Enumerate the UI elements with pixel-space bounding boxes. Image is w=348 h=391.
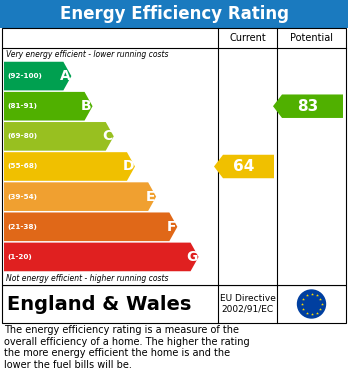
Text: B: B	[81, 99, 92, 113]
Polygon shape	[4, 212, 177, 241]
Text: (1-20): (1-20)	[7, 254, 32, 260]
Bar	[2, 285, 346, 323]
Text: E: E	[146, 190, 155, 204]
Text: D: D	[122, 160, 134, 174]
Text: F: F	[167, 220, 176, 234]
Text: EU Directive
2002/91/EC: EU Directive 2002/91/EC	[220, 294, 275, 314]
Polygon shape	[214, 155, 274, 178]
Polygon shape	[4, 122, 114, 151]
Text: Potential: Potential	[290, 33, 333, 43]
Text: England & Wales: England & Wales	[7, 294, 191, 314]
Text: C: C	[103, 129, 113, 143]
Text: G: G	[186, 250, 198, 264]
Text: Current: Current	[229, 33, 266, 43]
Polygon shape	[4, 242, 199, 271]
Text: (69-80): (69-80)	[7, 133, 37, 139]
Circle shape	[298, 290, 325, 318]
Text: The energy efficiency rating is a measure of the
overall efficiency of a home. T: The energy efficiency rating is a measur…	[4, 325, 250, 370]
Polygon shape	[4, 92, 93, 120]
Text: (55-68): (55-68)	[7, 163, 37, 170]
Polygon shape	[4, 182, 156, 211]
Bar	[2, 28, 346, 285]
Polygon shape	[273, 95, 343, 118]
Text: (81-91): (81-91)	[7, 103, 37, 109]
Polygon shape	[4, 62, 71, 90]
Text: Energy Efficiency Rating: Energy Efficiency Rating	[60, 5, 288, 23]
Polygon shape	[4, 152, 135, 181]
Bar	[0, 0, 348, 28]
Text: 64: 64	[233, 159, 255, 174]
Text: (92-100): (92-100)	[7, 73, 42, 79]
Text: 83: 83	[298, 99, 319, 114]
Text: (39-54): (39-54)	[7, 194, 37, 200]
Text: Very energy efficient - lower running costs: Very energy efficient - lower running co…	[6, 50, 168, 59]
Text: A: A	[60, 69, 70, 83]
Text: (21-38): (21-38)	[7, 224, 37, 230]
Text: Not energy efficient - higher running costs: Not energy efficient - higher running co…	[6, 274, 168, 283]
